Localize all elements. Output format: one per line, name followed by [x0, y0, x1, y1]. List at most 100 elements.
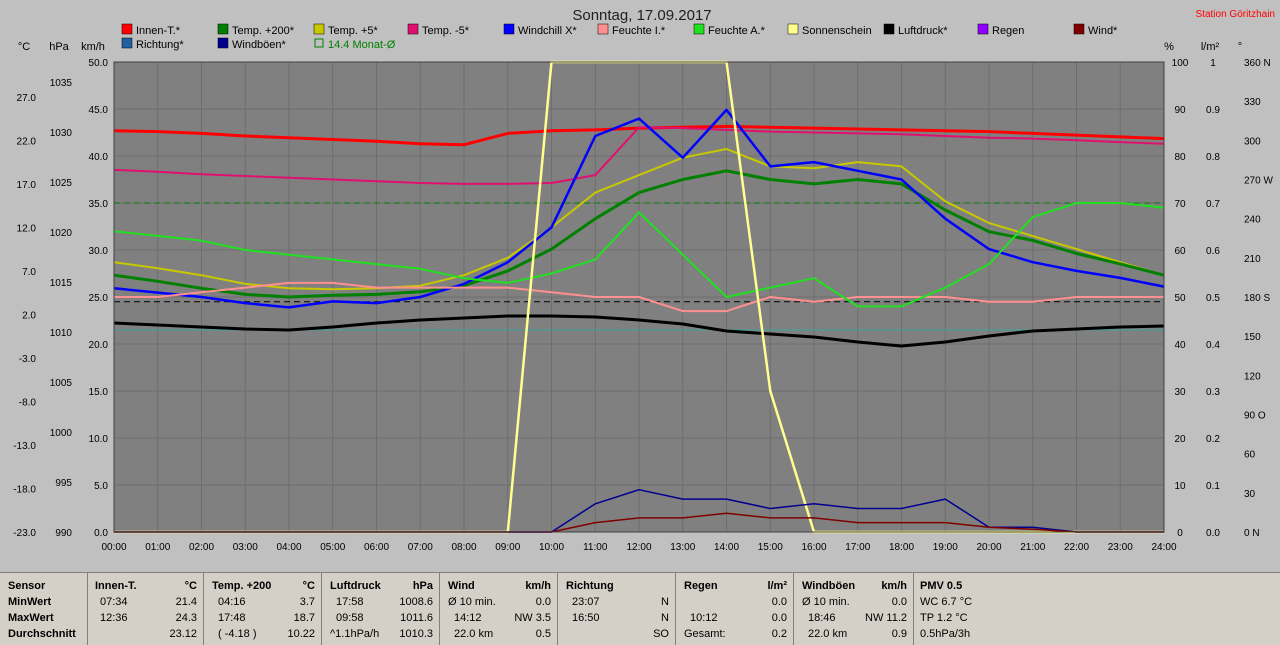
- stats-wind-max-time: 14:12: [454, 612, 482, 624]
- x-tick-label: 05:00: [320, 542, 345, 553]
- stats-avg-label: Durchschnitt: [8, 628, 76, 640]
- y-tick-pct: 50: [1174, 293, 1186, 304]
- legend-item: Windböen*: [217, 37, 287, 51]
- y-tick-dir: 60: [1244, 450, 1256, 461]
- legend-item: Wind*: [1073, 23, 1118, 37]
- stats-regen-header: Regen: [684, 580, 718, 592]
- legend-label: Feuchte I.*: [612, 25, 666, 37]
- stats-luftdruck-max-time: 09:58: [336, 612, 364, 624]
- stats-temp200-max-time: 17:48: [218, 612, 246, 624]
- y-tick-dir: 180 S: [1244, 293, 1270, 304]
- stats-col-sensor: Sensor MinWert MaxWert Durchschnitt: [0, 573, 88, 645]
- legend-swatch: [313, 23, 325, 35]
- stats-max-label: MaxWert: [8, 612, 54, 624]
- unit-pct: %: [1164, 41, 1174, 53]
- stats-temp200-avg-time: ( -4.18 ): [218, 628, 257, 640]
- stats-wind-min-time: Ø 10 min.: [448, 596, 496, 608]
- y-tick-wind: 25.0: [89, 293, 109, 304]
- legend-item: Regen: [977, 23, 1024, 37]
- stats-col-regen: Regen l/m² 0.0 10:12 0.0 Gesamt: 0.2: [676, 573, 794, 645]
- legend-label: 14.4 Monat-Ø: [328, 39, 396, 51]
- stats-richtung-min-val: N: [661, 596, 669, 608]
- series-temp-5: [113, 126, 1165, 185]
- y-tick-pressure: 1030: [50, 128, 73, 139]
- y-tick-dir: 330: [1244, 97, 1261, 108]
- y-tick-rain: 0.0: [1206, 528, 1220, 539]
- x-tick-label: 02:00: [189, 542, 214, 553]
- stats-col-boeen: Windböen km/h Ø 10 min. 0.0 18:46 NW 11.…: [794, 573, 914, 645]
- x-tick-label: 07:00: [408, 542, 433, 553]
- plot-border: [113, 61, 1165, 533]
- stats-luftdruck-min-val: 1008.6: [399, 596, 433, 608]
- legend-item: Temp. -5*: [407, 23, 470, 37]
- y-tick-rain: 0.4: [1206, 340, 1220, 351]
- y-tick-pct: 20: [1174, 434, 1186, 445]
- x-tick-label: 13:00: [670, 542, 695, 553]
- stats-luftdruck-avg-time: ^1.1hPa/h: [330, 628, 380, 640]
- legend-label: Temp. +5*: [328, 25, 379, 37]
- legend-label: Wind*: [1088, 25, 1118, 37]
- stats-innen-min-val: 21.4: [175, 596, 197, 608]
- unit-rain: l/m²: [1201, 41, 1220, 53]
- stats-wind-max-val: NW 3.5: [514, 612, 551, 624]
- legend-item: Temp. +5*: [313, 23, 379, 37]
- legend-swatch: [693, 23, 705, 35]
- legend-item: Richtung*: [121, 37, 184, 51]
- stats-temp200-header: Temp. +200: [212, 580, 272, 592]
- x-tick-label: 17:00: [845, 542, 870, 553]
- stats-wind-avg-time: 22.0 km: [454, 628, 494, 640]
- stats-boeen-max-val: NW 11.2: [865, 612, 907, 624]
- y-tick-pressure: 1035: [50, 78, 73, 89]
- weather-chart: 00:00 01:00 02:00 03:00 04:00 05:00 06:00 07:00…: [13, 7, 1275, 553]
- y-tick-temp: 2.0: [22, 310, 36, 321]
- y-tick-pct: 90: [1174, 105, 1186, 116]
- x-tick-label: 06:00: [364, 542, 389, 553]
- y-tick-pct: 70: [1174, 199, 1186, 210]
- y-tick-dir: 210: [1244, 254, 1261, 265]
- unit-dir: °: [1238, 41, 1242, 53]
- legend-label: Luftdruck*: [898, 25, 948, 37]
- y-tick-wind: 5.0: [94, 481, 108, 492]
- y-tick-temp: 27.0: [17, 93, 37, 104]
- y-tick-temp: -18.0: [13, 484, 36, 495]
- legend-item: Innen-T.*: [121, 23, 181, 37]
- x-tick-label: 01:00: [145, 542, 170, 553]
- series-temp-200: [113, 169, 1165, 299]
- y-tick-pct: 0: [1177, 528, 1183, 539]
- legend-swatch: [597, 23, 609, 35]
- stats-col-temp200: Temp. +200 °C 04:16 3.7 17:48 18.7 ( -4.…: [204, 573, 322, 645]
- x-tick-label: 23:00: [1108, 542, 1133, 553]
- y-tick-pressure: 1015: [50, 278, 73, 289]
- legend-item: Feuchte A.*: [693, 23, 766, 37]
- axes: 00:00 01:00 02:00 03:00 04:00 05:00 06:00 07:00…: [13, 58, 1273, 553]
- stats-luftdruck-header: Luftdruck: [330, 580, 381, 592]
- stats-wind-unit: km/h: [525, 580, 551, 592]
- y-tick-pressure: 1020: [50, 228, 73, 239]
- y-tick-rain: 0.1: [1206, 481, 1220, 492]
- stats-boeen-min-time: Ø 10 min.: [802, 596, 850, 608]
- y-tick-wind: 15.0: [89, 387, 109, 398]
- y-tick-temp: -13.0: [13, 441, 36, 452]
- y-tick-pct: 40: [1174, 340, 1186, 351]
- stats-richtung-max-time: 16:50: [572, 612, 600, 624]
- y-tick-dir: 240: [1244, 215, 1261, 226]
- stats-luftdruck-avg-val: 1010.3: [399, 628, 433, 640]
- y-tick-rain: 0.9: [1206, 105, 1220, 116]
- y-tick-rain: 0.2: [1206, 434, 1220, 445]
- y-tick-rain: 0.5: [1206, 293, 1220, 304]
- statistics-table: Sensor MinWert MaxWert Durchschnitt Inne…: [0, 572, 1280, 645]
- stats-luftdruck-min-time: 17:58: [336, 596, 364, 608]
- legend-swatch: [217, 37, 229, 49]
- y-tick-pressure: 1025: [50, 178, 73, 189]
- legend-item: Feuchte I.*: [597, 23, 666, 37]
- stats-regen-max-val: 0.0: [771, 612, 787, 624]
- y-tick-dir: 150: [1244, 332, 1261, 343]
- y-tick-pct: 10: [1174, 481, 1186, 492]
- unit-pressure: hPa: [49, 41, 69, 53]
- y-tick-wind: 50.0: [89, 58, 109, 69]
- y-tick-wind: 35.0: [89, 199, 109, 210]
- stats-regen-avg-val: 0.2: [771, 628, 787, 640]
- y-tick-pressure: 995: [55, 478, 72, 489]
- legend: Innen-T.* Temp. +200* Temp. +5* Temp. -5* Wi…: [121, 23, 1118, 51]
- y-tick-dir: 300: [1244, 136, 1261, 147]
